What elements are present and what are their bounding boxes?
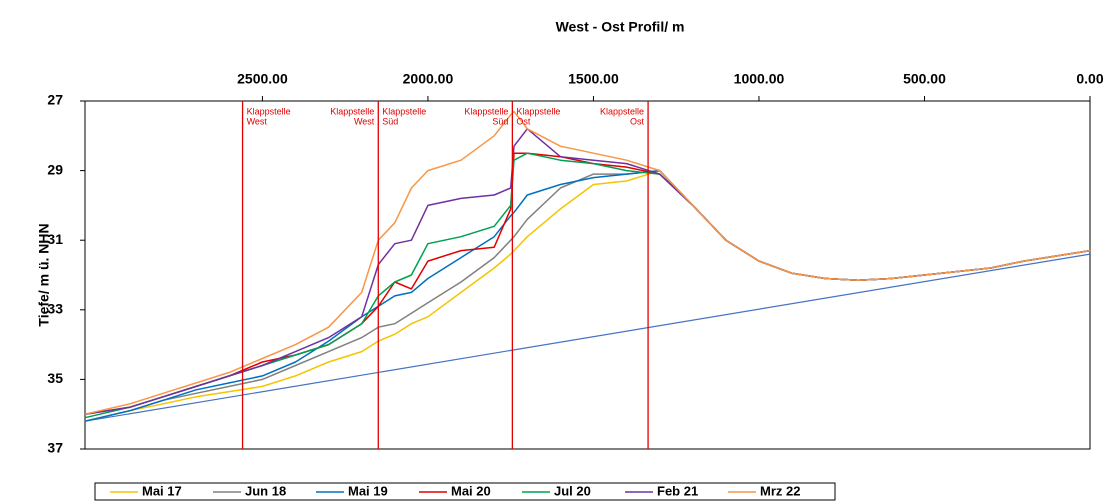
legend-label: Mai 20 xyxy=(451,483,491,498)
y-tick-label: 31 xyxy=(47,231,63,247)
x-tick-label: 2500.00 xyxy=(237,71,288,87)
x-tick-label: 500.00 xyxy=(903,71,946,87)
y-tick-label: 33 xyxy=(47,301,63,317)
y-tick-label: 37 xyxy=(47,440,63,456)
data-line xyxy=(84,128,1091,415)
legend xyxy=(94,482,836,501)
data-line xyxy=(84,169,1091,422)
data-line xyxy=(84,110,1091,415)
legend-label: Feb 21 xyxy=(657,483,698,498)
legend-label: Jul 20 xyxy=(554,483,591,498)
annotation: West xyxy=(354,116,375,126)
y-tick-label: 27 xyxy=(47,92,63,108)
annotation: Klappstelle xyxy=(516,106,560,116)
annotation: Klappstelle xyxy=(382,106,426,116)
annotation: Ost xyxy=(630,116,645,126)
data-line xyxy=(84,152,1091,419)
data-line xyxy=(84,169,1091,422)
data-line xyxy=(84,169,1091,422)
legend-label: Mai 17 xyxy=(142,483,182,498)
chart-title: West - Ost Profil/ m xyxy=(556,19,685,35)
annotation: Ost xyxy=(516,116,531,126)
annotation: Süd xyxy=(382,116,398,126)
x-tick-label: 1500.00 xyxy=(568,71,619,87)
y-axis-label: Tiefe/ m ü. NHN xyxy=(36,223,52,326)
legend-label: Mai 19 xyxy=(348,483,388,498)
annotation: Klappstelle xyxy=(600,106,644,116)
annotation: West xyxy=(247,116,268,126)
x-tick-label: 1000.00 xyxy=(734,71,785,87)
legend-label: Jun 18 xyxy=(245,483,286,498)
annotation: Süd xyxy=(492,116,508,126)
annotation: Klappstelle xyxy=(247,106,291,116)
annotation: Klappstelle xyxy=(330,106,374,116)
x-tick-label: 2000.00 xyxy=(403,71,454,87)
data-line xyxy=(84,152,1091,415)
x-tick-label: 0.00 xyxy=(1076,71,1103,87)
plot-area xyxy=(84,100,1091,450)
reference-line xyxy=(84,253,1091,422)
y-tick-label: 35 xyxy=(47,370,63,386)
legend-label: Mrz 22 xyxy=(760,483,800,498)
y-tick-label: 29 xyxy=(47,161,63,177)
annotation: Klappstelle xyxy=(464,106,508,116)
